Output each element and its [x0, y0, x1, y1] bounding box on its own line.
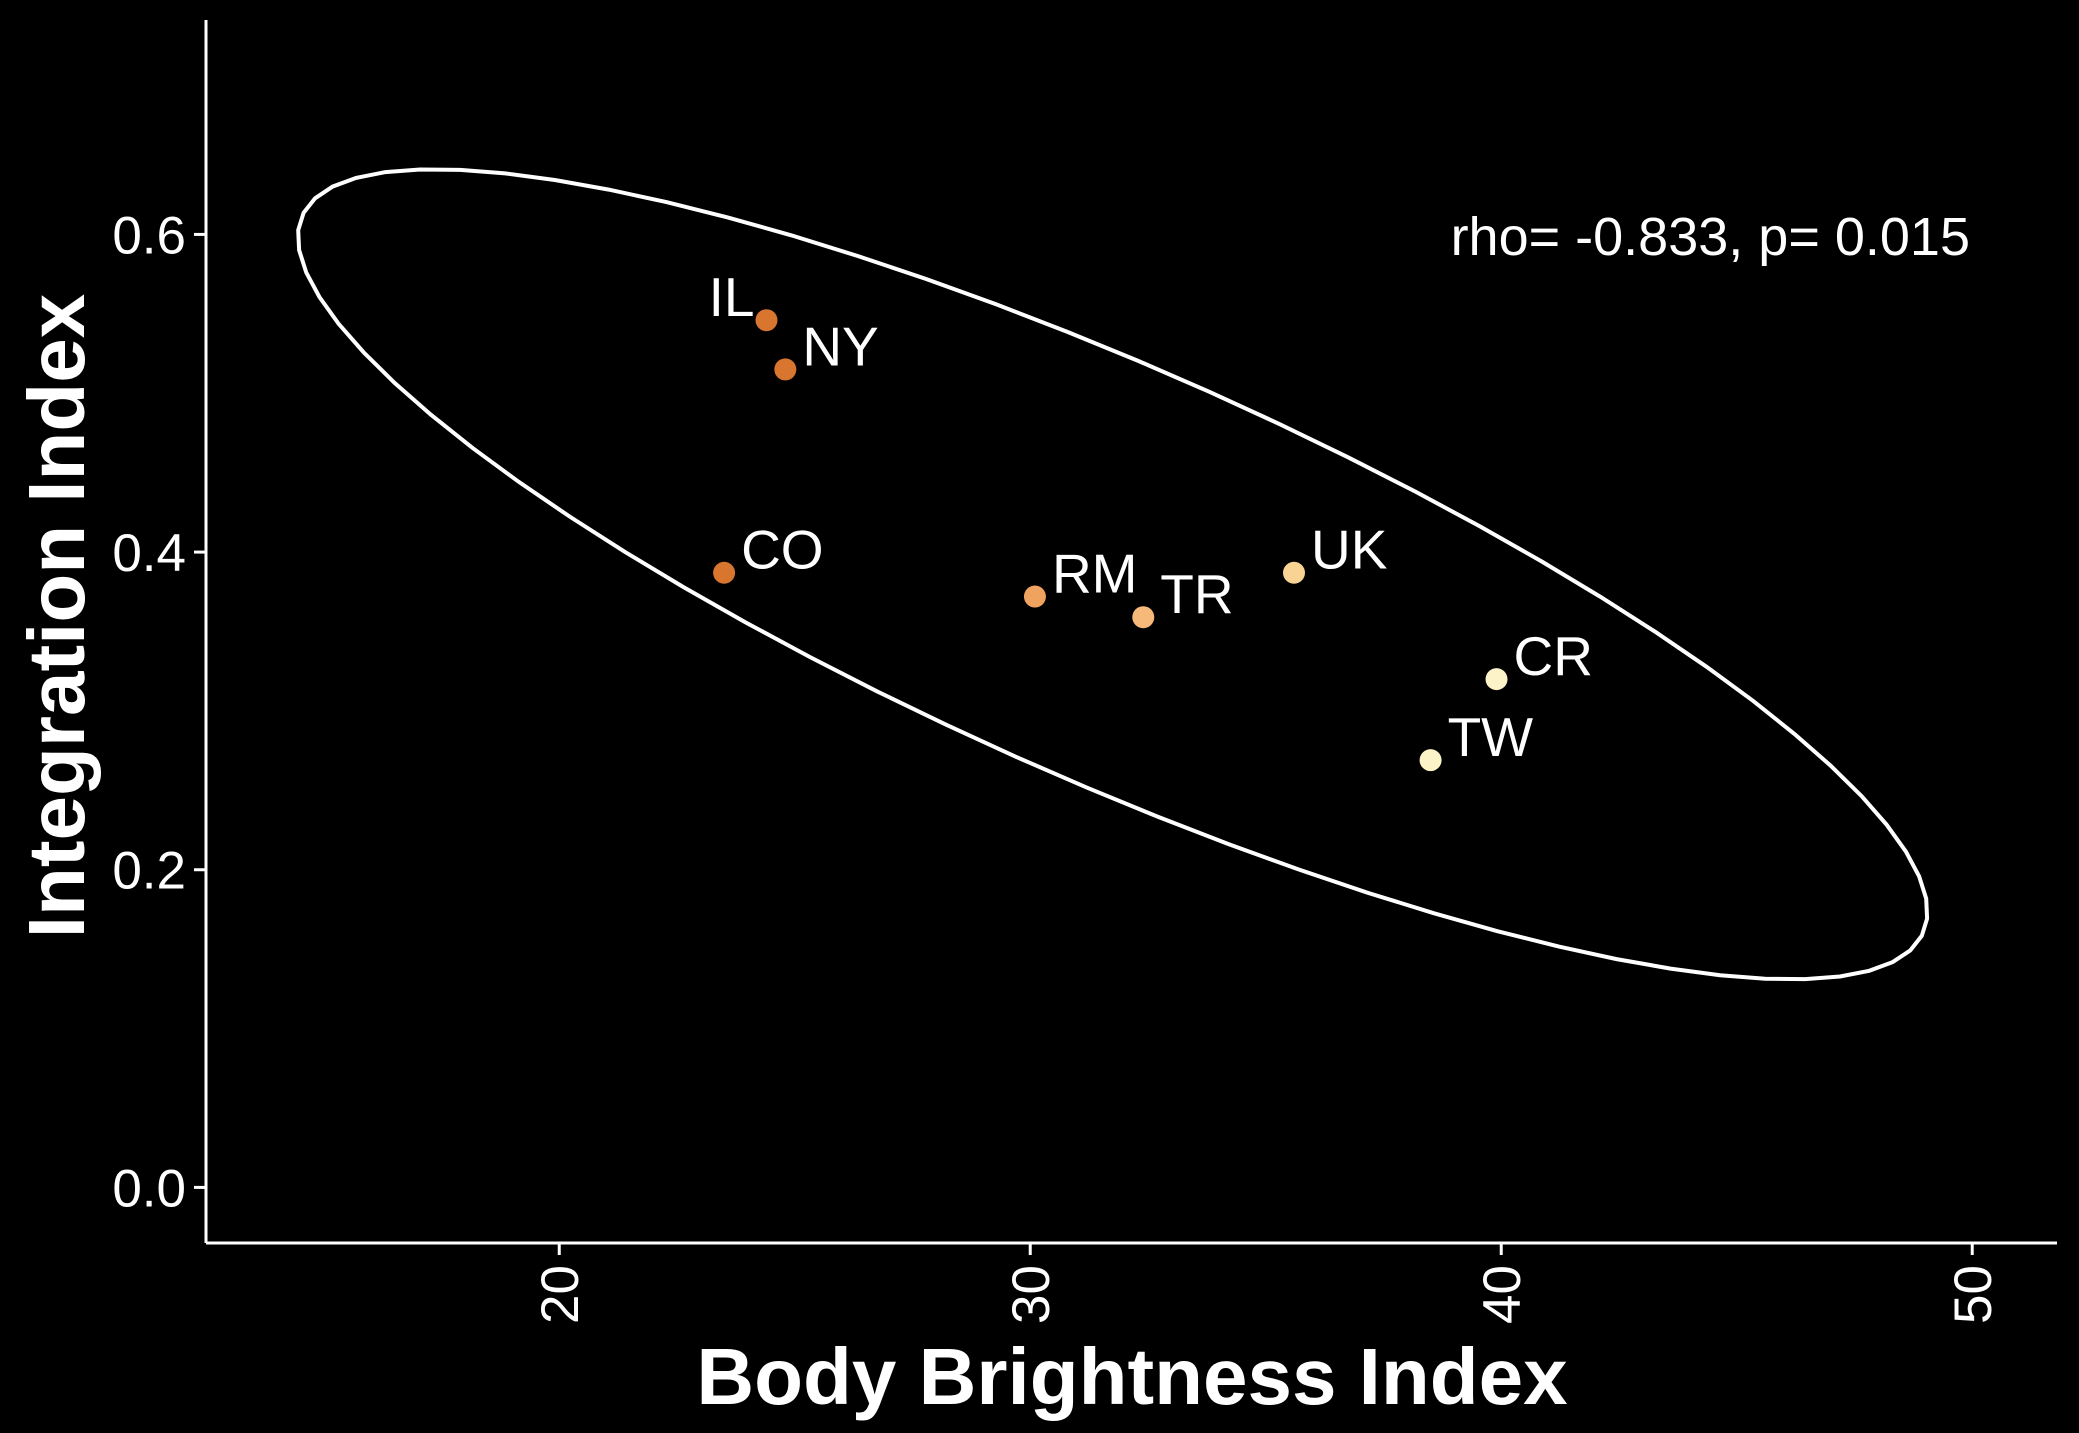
data-point-co — [713, 561, 736, 584]
y-tick-label: 0.6 — [112, 206, 186, 265]
point-label-uk: UK — [1311, 519, 1388, 581]
data-points: IL NY CO RM TR UK CR TW — [709, 266, 1593, 772]
data-point-uk — [1282, 561, 1305, 584]
y-axis-title: Integration Index — [12, 294, 101, 939]
point-label-cr: CR — [1514, 625, 1593, 687]
confidence-ellipse — [296, 167, 1930, 982]
data-point-tr — [1132, 606, 1155, 629]
point-label-co: CO — [741, 519, 824, 581]
y-tick-label: 0.0 — [112, 1159, 186, 1218]
point-label-ny: NY — [802, 315, 878, 377]
point-label-tr: TR — [1160, 563, 1233, 625]
correlation-annotation: rho= -0.833, p= 0.015 — [1451, 207, 1970, 267]
y-tick-label: 0.4 — [112, 524, 186, 583]
y-tick-label: 0.2 — [112, 842, 186, 901]
point-label-il: IL — [709, 266, 755, 328]
point-label-tw: TW — [1448, 706, 1534, 768]
x-axis-title: Body Brightness Index — [696, 1332, 1567, 1421]
data-point-cr — [1485, 668, 1508, 691]
data-point-ny — [774, 358, 797, 381]
axes: 0.0 0.2 0.4 0.6 20 30 40 50 — [112, 20, 2057, 1324]
data-point-rm — [1023, 585, 1046, 608]
x-tick-label: 20 — [531, 1265, 590, 1324]
data-point-il — [755, 309, 778, 332]
data-point-tw — [1419, 749, 1442, 772]
point-label-rm: RM — [1052, 543, 1138, 605]
x-tick-label: 30 — [1002, 1265, 1061, 1324]
x-tick-label: 50 — [1944, 1265, 2003, 1324]
x-tick-label: 40 — [1473, 1265, 1532, 1324]
